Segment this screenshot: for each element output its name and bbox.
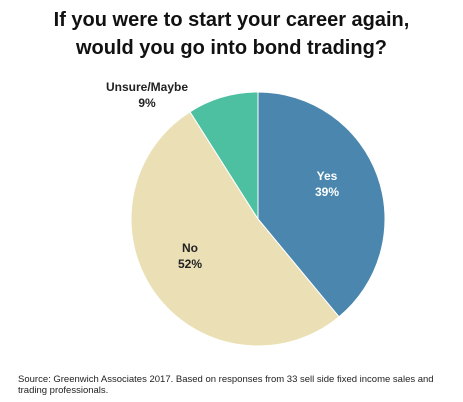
slice-value-unsure-maybe: 9%: [138, 96, 156, 110]
slice-value-no: 52%: [178, 257, 202, 271]
pie-labels: Yes 39% No 52% Unsure/Maybe 9%: [106, 80, 339, 271]
slice-value-yes: 39%: [315, 185, 339, 199]
source-note: Source: Greenwich Associates 2017. Based…: [18, 374, 434, 396]
pie-slice-unsure-maybe: [189, 91, 259, 221]
pie-slices: [130, 91, 386, 347]
slice-label-yes: Yes: [317, 169, 338, 183]
slice-label-no: No: [182, 241, 198, 255]
chart-title: If you were to start your career again, …: [0, 6, 463, 62]
pie-slice-yes: [257, 91, 386, 318]
slice-label-unsure-maybe: Unsure/Maybe: [106, 80, 188, 94]
pie-slice-no: [130, 111, 340, 347]
chart-title-line-1: If you were to start your career again,: [53, 9, 410, 31]
chart-title-line-2: would you go into bond trading?: [75, 37, 388, 59]
